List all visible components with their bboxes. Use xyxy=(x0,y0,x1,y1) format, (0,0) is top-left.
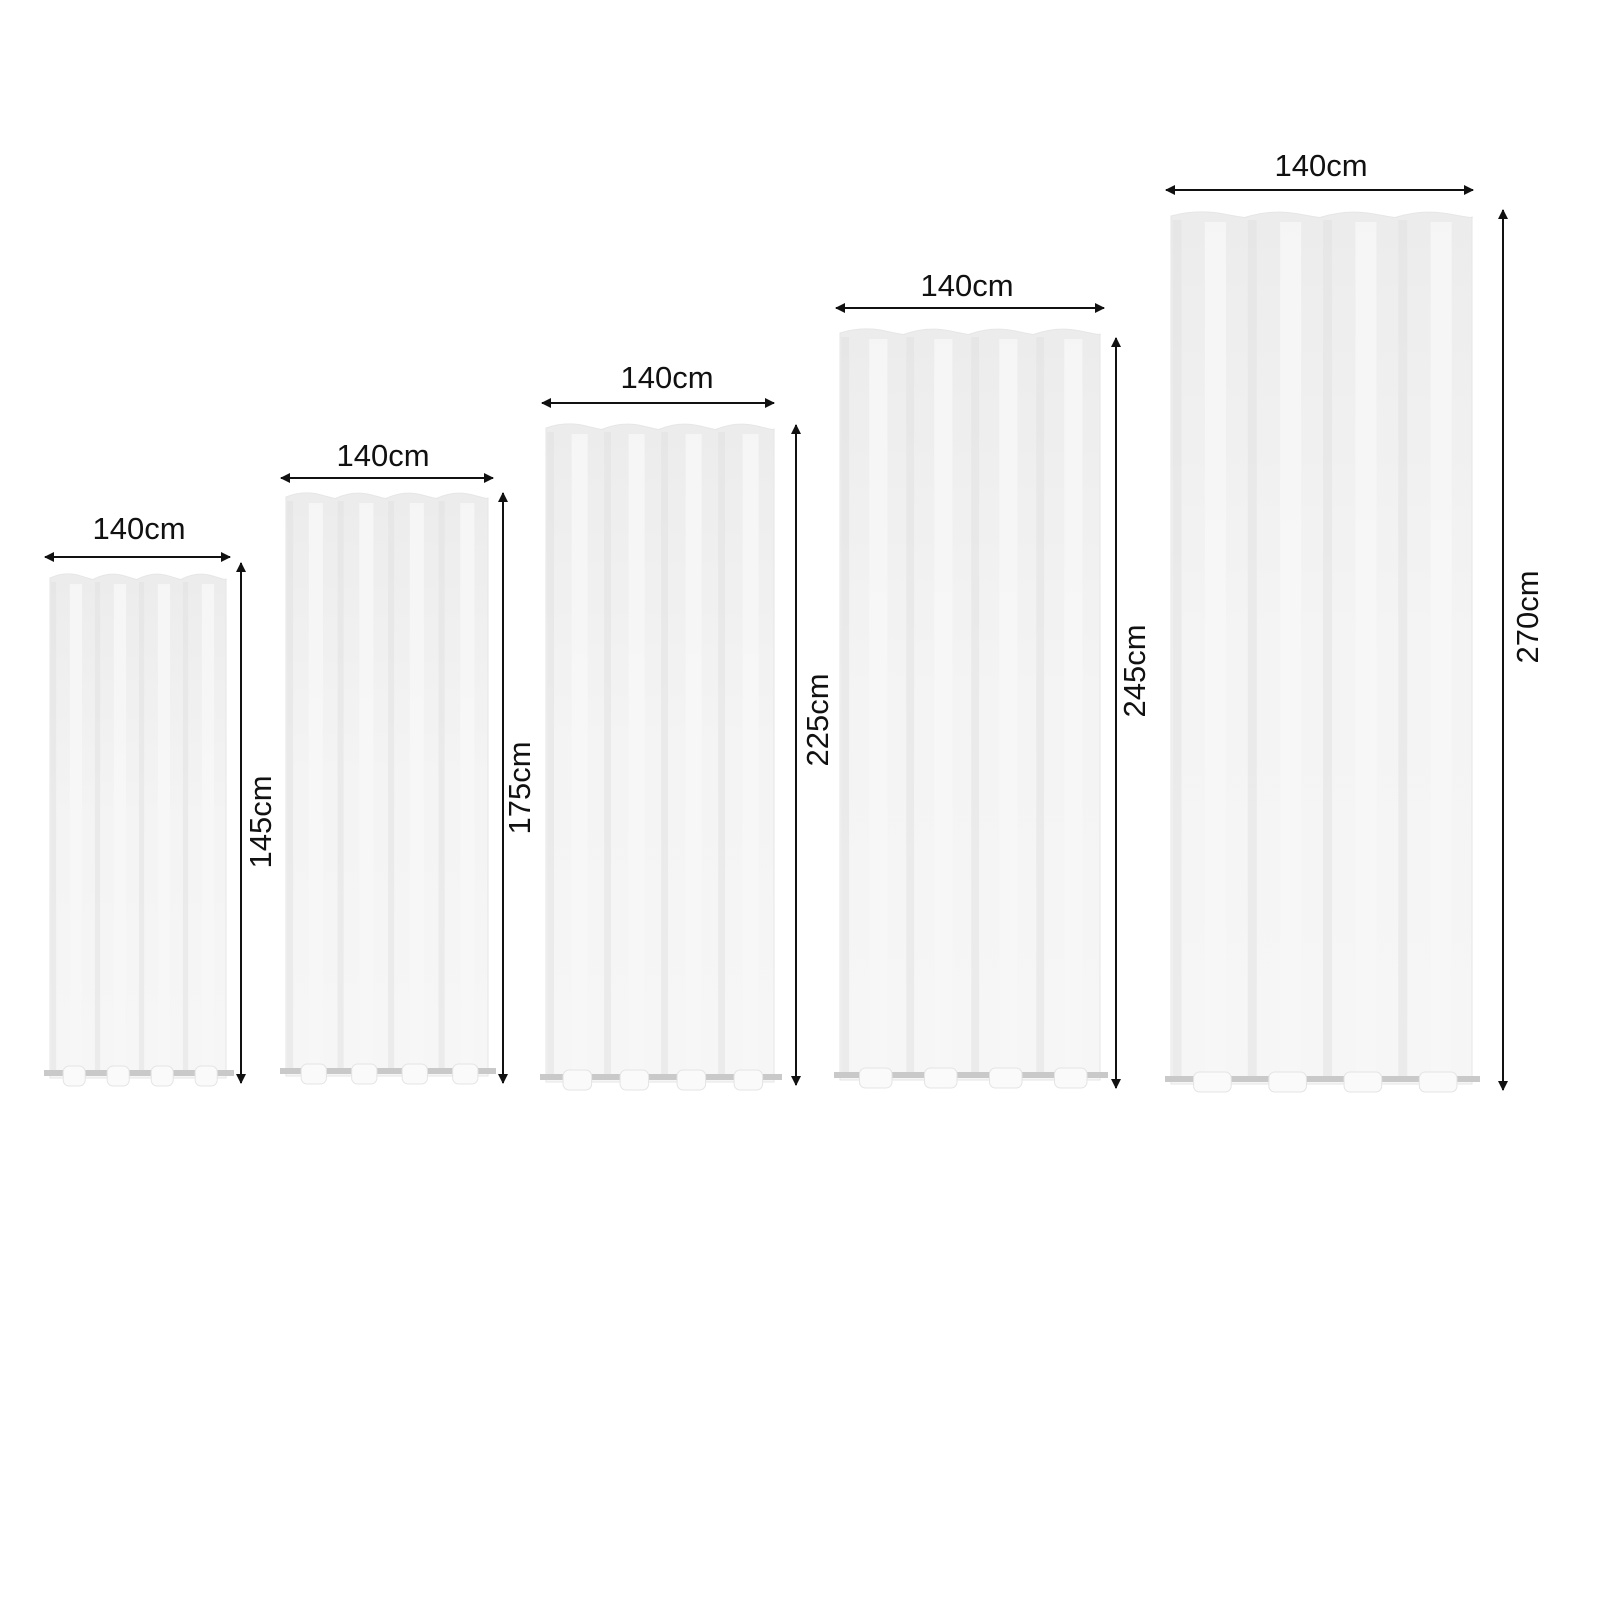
fabric-fold-highlight xyxy=(999,339,1018,1076)
curtain-ring xyxy=(859,1067,893,1089)
fabric-fold-highlight xyxy=(460,503,475,1072)
fabric-fold-shadow xyxy=(718,432,725,1080)
height-label: 225cm xyxy=(800,673,835,766)
curtain-ring xyxy=(1343,1071,1383,1093)
height-label: 245cm xyxy=(1117,624,1152,717)
fabric-fold-shadow xyxy=(547,432,554,1080)
curtain-ring xyxy=(1418,1071,1458,1093)
fabric-fold-highlight xyxy=(113,584,127,1074)
fabric-fold-shadow xyxy=(1398,220,1408,1082)
curtain-rod xyxy=(1165,1076,1480,1082)
curtain-rod xyxy=(44,1070,234,1076)
fabric-fold-shadow xyxy=(138,582,145,1076)
height-label: 175cm xyxy=(502,741,537,834)
curtain-ring xyxy=(676,1069,707,1091)
curtain-fabric xyxy=(1165,211,1480,1093)
curtain-ring xyxy=(619,1069,650,1091)
fabric-fold-shadow xyxy=(1323,220,1333,1082)
fabric-fold-highlight xyxy=(628,434,645,1078)
curtain-ring xyxy=(106,1065,130,1087)
fabric-fold-shadow xyxy=(50,582,57,1076)
fabric-fold-shadow xyxy=(661,432,668,1080)
fabric-body xyxy=(49,573,227,1079)
fabric-fold-highlight xyxy=(308,503,323,1072)
curtain-ring xyxy=(194,1065,218,1087)
curtain-ring xyxy=(733,1069,764,1091)
fabric-body xyxy=(285,492,489,1077)
fabric-fold-highlight xyxy=(157,584,171,1074)
curtain-rod xyxy=(834,1072,1108,1078)
curtain-panel-175: 140cm 175cm xyxy=(280,438,537,1085)
fabric-fold-shadow xyxy=(1172,220,1182,1082)
curtain-panel-145: 140cm 145cm xyxy=(44,511,278,1087)
curtain-ring xyxy=(1268,1071,1307,1093)
width-label: 140cm xyxy=(92,511,185,546)
fabric-fold-highlight xyxy=(1430,222,1452,1080)
fabric-fold-highlight xyxy=(409,503,424,1072)
fabric-fold-highlight xyxy=(934,339,953,1076)
curtain-ring xyxy=(351,1063,378,1085)
curtain-rod xyxy=(540,1074,782,1080)
curtain-ring xyxy=(1054,1067,1088,1089)
curtain-ring xyxy=(300,1063,327,1085)
curtain-rod xyxy=(280,1068,496,1074)
curtain-ring xyxy=(562,1069,593,1091)
fabric-fold-shadow xyxy=(438,501,445,1074)
curtain-panel-225: 140cm 225cm xyxy=(540,360,835,1091)
fabric-fold-highlight xyxy=(1280,222,1302,1080)
fabric-fold-shadow xyxy=(182,582,189,1076)
width-label: 140cm xyxy=(1274,148,1367,183)
curtain-ring xyxy=(401,1063,428,1085)
curtain-fabric xyxy=(834,328,1108,1089)
fabric-fold-shadow xyxy=(287,501,294,1074)
fabric-fold-highlight xyxy=(1064,339,1083,1076)
fabric-fold-highlight xyxy=(1204,222,1226,1080)
curtain-ring xyxy=(150,1065,174,1087)
fabric-fold-shadow xyxy=(841,337,850,1078)
curtain-fabric xyxy=(540,423,782,1091)
curtain-fabric xyxy=(280,492,496,1085)
fabric-fold-highlight xyxy=(742,434,759,1078)
curtain-ring xyxy=(1193,1071,1232,1093)
fabric-fold-highlight xyxy=(69,584,83,1074)
fabric-fold-shadow xyxy=(604,432,611,1080)
curtain-ring xyxy=(989,1067,1023,1089)
curtain-ring xyxy=(62,1065,86,1087)
curtain-fabric xyxy=(44,573,234,1087)
fabric-fold-highlight xyxy=(685,434,702,1078)
fabric-fold-highlight xyxy=(869,339,888,1076)
fabric-body xyxy=(1170,211,1473,1085)
fabric-fold-highlight xyxy=(201,584,215,1074)
curtain-ring xyxy=(924,1067,958,1089)
curtain-ring xyxy=(452,1063,479,1085)
curtain-panel-245: 140cm 245cm xyxy=(834,268,1152,1089)
width-label: 140cm xyxy=(336,438,429,473)
width-label: 140cm xyxy=(620,360,713,395)
fabric-fold-shadow xyxy=(971,337,980,1078)
fabric-body xyxy=(839,328,1101,1081)
fabric-fold-shadow xyxy=(1247,220,1257,1082)
fabric-body xyxy=(545,423,775,1083)
fabric-fold-shadow xyxy=(94,582,101,1076)
fabric-fold-shadow xyxy=(906,337,915,1078)
fabric-fold-shadow xyxy=(1036,337,1045,1078)
fabric-fold-shadow xyxy=(337,501,344,1074)
width-label: 140cm xyxy=(920,268,1013,303)
height-label: 145cm xyxy=(243,775,278,868)
curtain-panel-270: 140cm 270cm xyxy=(1165,148,1545,1093)
fabric-fold-highlight xyxy=(571,434,588,1078)
fabric-fold-highlight xyxy=(1355,222,1377,1080)
fabric-fold-highlight xyxy=(359,503,374,1072)
fabric-fold-shadow xyxy=(388,501,395,1074)
height-label: 270cm xyxy=(1510,570,1545,663)
